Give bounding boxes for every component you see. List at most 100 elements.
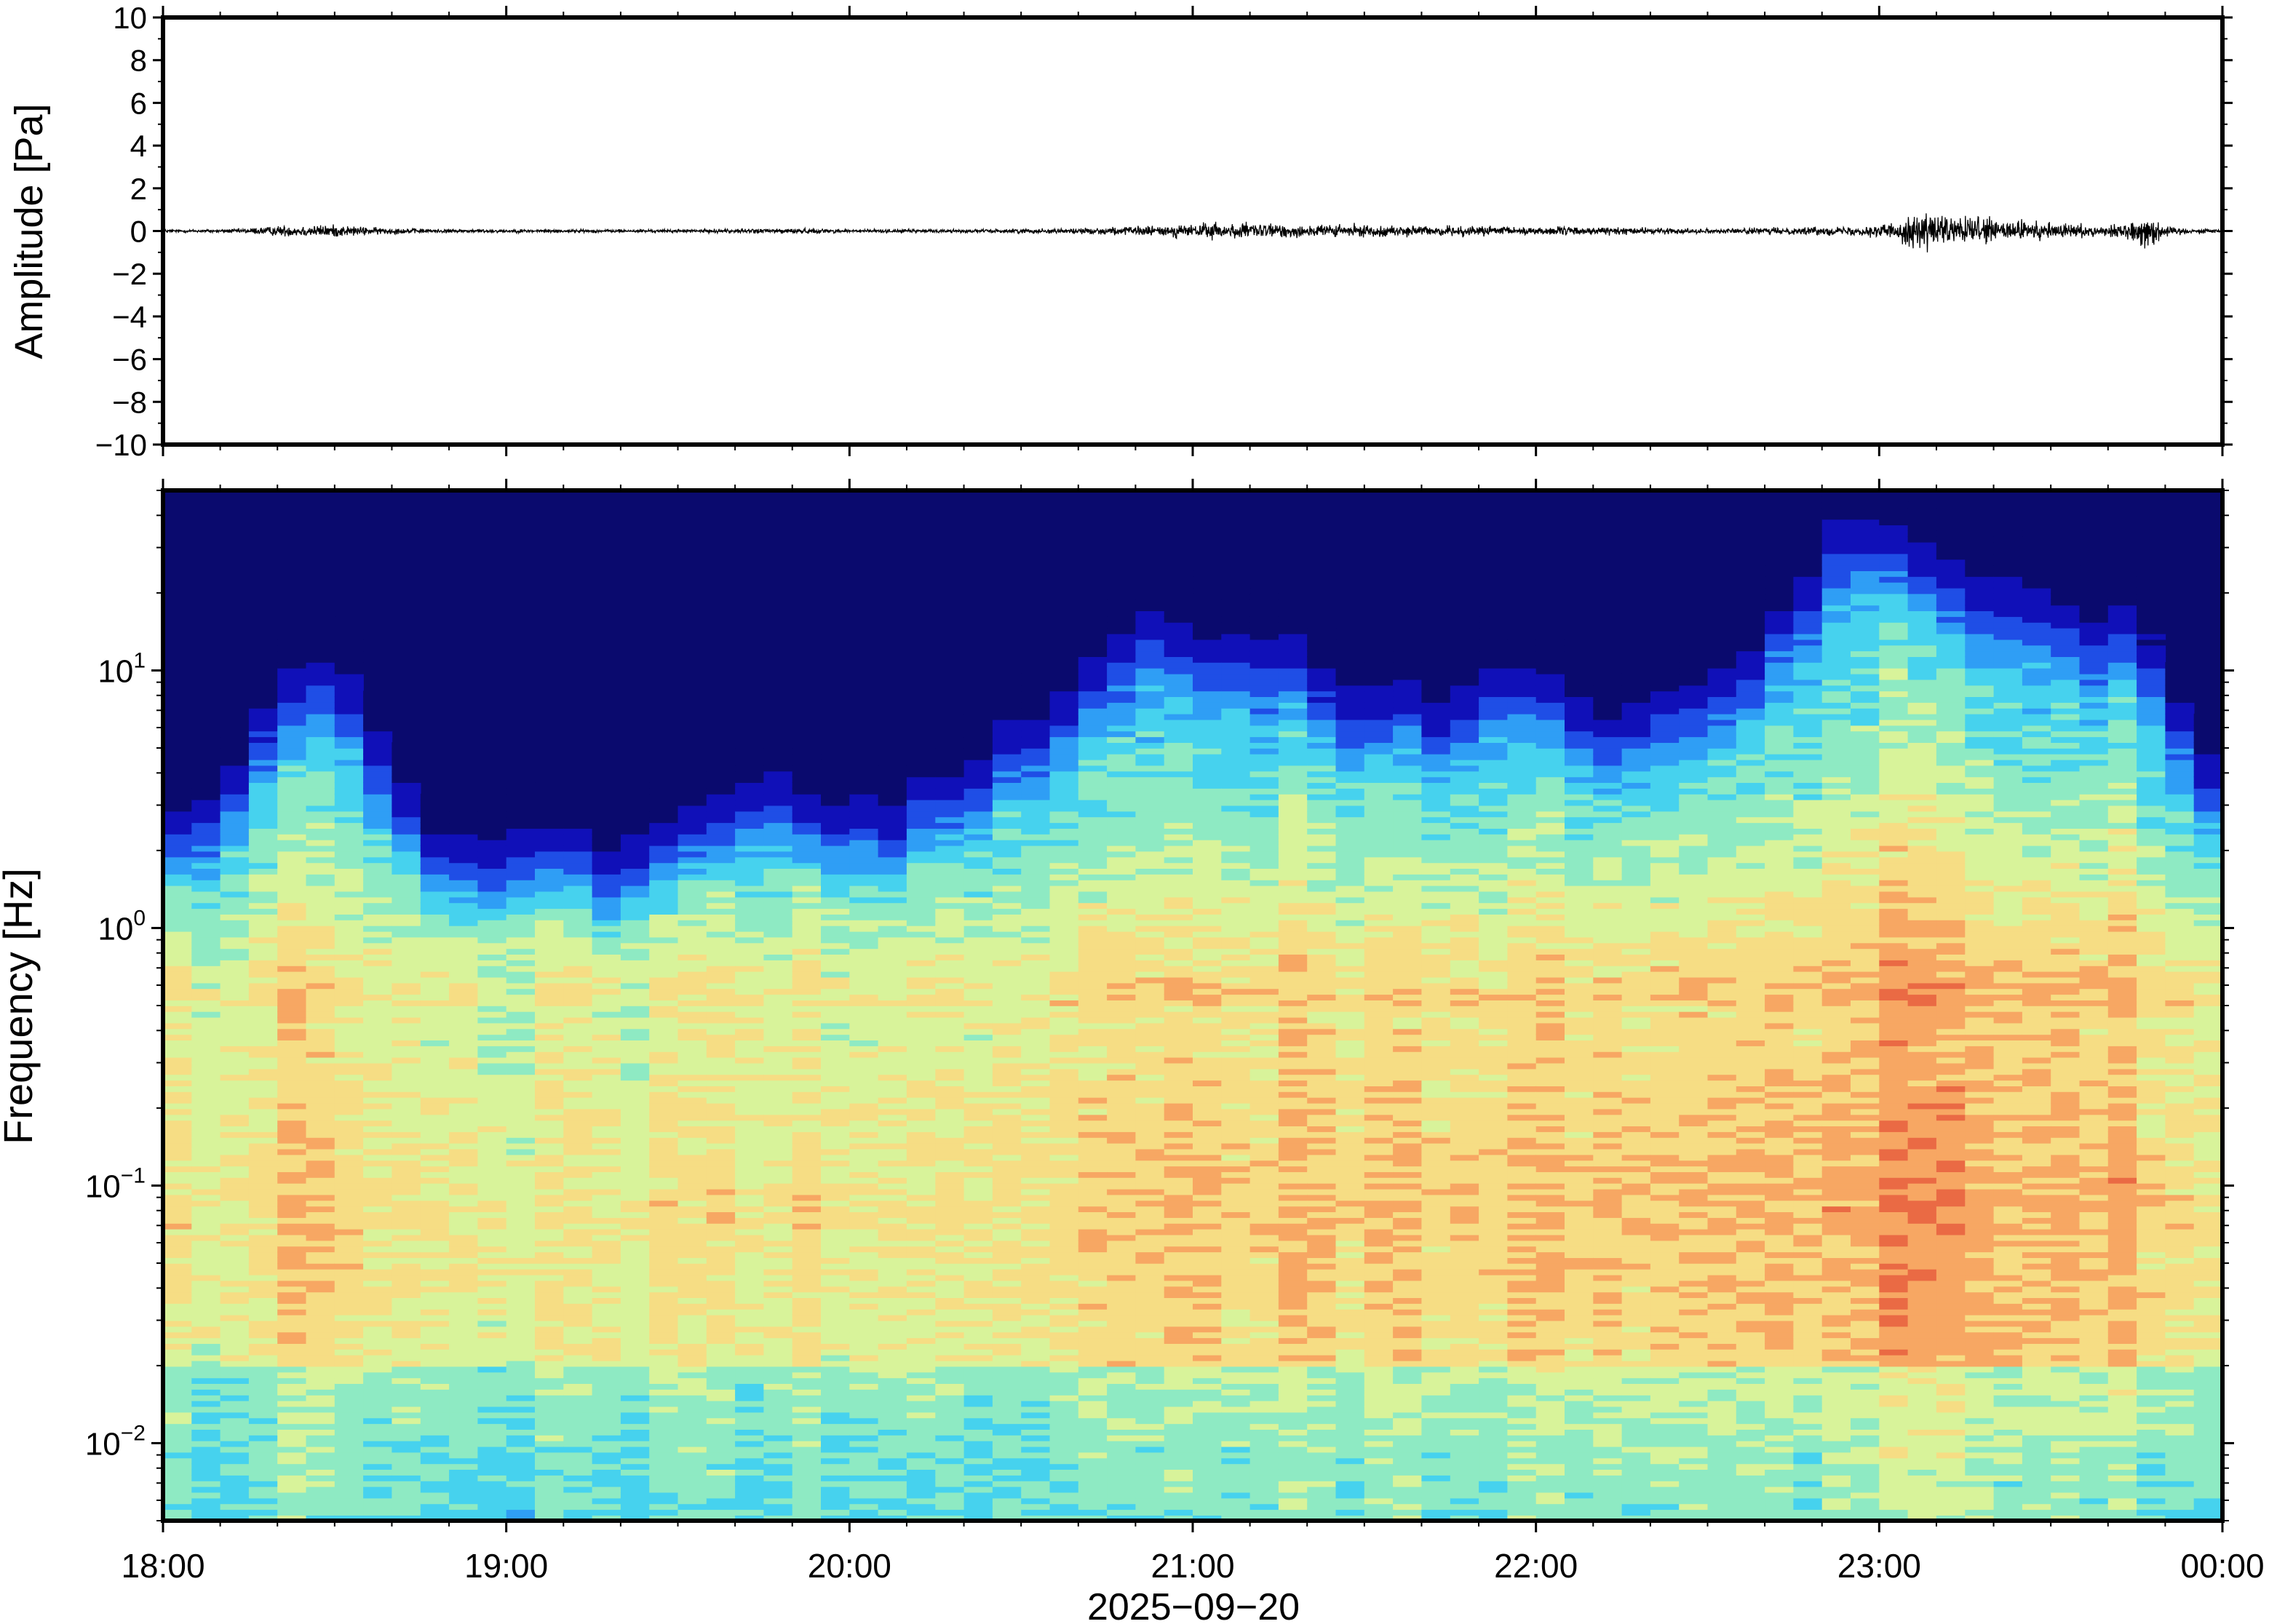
spectrogram-cell bbox=[363, 1475, 393, 1481]
spectrogram-cell bbox=[563, 920, 593, 926]
spectrogram-cell bbox=[163, 834, 193, 840]
spectrogram-cell bbox=[792, 753, 822, 760]
spectrogram-cell bbox=[506, 982, 536, 990]
spectrogram-cell bbox=[620, 1062, 650, 1070]
spectrogram-cell bbox=[849, 1182, 879, 1190]
spectrogram-cell bbox=[992, 902, 1022, 909]
spectrogram-cell bbox=[220, 1188, 250, 1195]
spectrogram-cell bbox=[248, 1251, 278, 1258]
spectrogram-cell bbox=[592, 1446, 621, 1453]
spectrogram-cell bbox=[821, 845, 851, 852]
spectrogram-cell bbox=[477, 1137, 507, 1144]
spectrogram-cell bbox=[792, 1056, 822, 1064]
spectrogram-cell bbox=[992, 914, 1022, 920]
spectrogram-cell bbox=[306, 896, 335, 904]
spectrogram-cell bbox=[1135, 673, 1165, 680]
spectrogram-cell bbox=[821, 1016, 851, 1024]
spectrogram-cell bbox=[706, 1137, 736, 1144]
spectrogram-cell bbox=[992, 839, 1022, 846]
spectrogram-cell bbox=[477, 851, 507, 858]
spectrogram-cell bbox=[735, 1137, 765, 1144]
spectrogram-cell bbox=[706, 1280, 736, 1287]
spectrogram-cell bbox=[506, 1148, 536, 1155]
spectrogram-cell bbox=[1049, 1509, 1079, 1516]
spectrogram-cell bbox=[392, 1274, 421, 1281]
spectrogram-cell bbox=[763, 1080, 793, 1086]
spectrogram-cell bbox=[248, 713, 278, 720]
spectrogram-cell bbox=[992, 1503, 1022, 1510]
spectrogram-cell bbox=[963, 845, 993, 852]
spectrogram-cell bbox=[563, 851, 593, 858]
spectrogram-cell bbox=[1049, 834, 1079, 840]
spectrogram-cell bbox=[506, 1332, 536, 1339]
spectrogram-cell bbox=[592, 1417, 621, 1425]
spectrogram-cell bbox=[392, 885, 421, 892]
spectrogram-cell bbox=[1107, 1469, 1137, 1476]
spectrogram-cell bbox=[735, 1469, 765, 1476]
spectrogram-cell bbox=[935, 1040, 965, 1046]
spectrogram-cell bbox=[163, 811, 193, 818]
spectrogram-cell bbox=[306, 1469, 335, 1476]
spectrogram-cell bbox=[1107, 725, 1137, 732]
spectrogram-cell bbox=[420, 1423, 450, 1430]
spectrogram-cell bbox=[392, 1114, 421, 1121]
spectrogram-cell bbox=[592, 1452, 621, 1459]
spectrogram-cell bbox=[878, 948, 907, 955]
spectrogram-cell bbox=[306, 748, 335, 755]
spectrogram-cell bbox=[592, 1011, 621, 1018]
spectrogram-cell bbox=[992, 856, 1022, 864]
spectrogram-cell bbox=[821, 868, 851, 875]
spectrogram-cell bbox=[821, 1034, 851, 1040]
spectrogram-cell bbox=[363, 982, 393, 990]
spectrogram-cell bbox=[992, 1096, 1022, 1104]
spectrogram-cell bbox=[649, 1228, 679, 1235]
spectrogram-cell bbox=[506, 805, 536, 812]
spectrogram-cell bbox=[992, 1354, 1022, 1361]
spectrogram-cell bbox=[649, 845, 679, 852]
spectrogram-cell bbox=[363, 834, 393, 840]
spectrogram-cell bbox=[449, 1091, 479, 1098]
spectrogram-cell bbox=[191, 1160, 221, 1167]
spectrogram-cell bbox=[1078, 816, 1108, 824]
spectrogram-cell bbox=[392, 1515, 421, 1521]
spectrogram-cell bbox=[163, 1349, 193, 1356]
spectrogram-cell bbox=[706, 1074, 736, 1081]
spectrogram-cell bbox=[477, 1171, 507, 1178]
spectrogram-cell bbox=[706, 1154, 736, 1161]
spectrogram-cell bbox=[363, 1068, 393, 1075]
spectrogram-cell bbox=[477, 1515, 507, 1521]
spectrogram-cell bbox=[306, 1286, 335, 1293]
spectrogram-cell bbox=[420, 1006, 450, 1012]
spectrogram-cell bbox=[620, 1463, 650, 1470]
spectrogram-cell bbox=[821, 1217, 851, 1224]
spectrogram-cell bbox=[763, 1492, 793, 1499]
spectrogram-cell bbox=[677, 1463, 707, 1470]
spectrogram-cell bbox=[248, 1200, 278, 1207]
spectrogram-cell bbox=[592, 1222, 621, 1230]
spectrogram-cell bbox=[992, 1463, 1022, 1470]
spectrogram-cell bbox=[392, 1475, 421, 1481]
spectrogram-cell bbox=[849, 1417, 879, 1425]
spectrogram-cell bbox=[191, 1297, 221, 1304]
spectrogram-cell bbox=[248, 1263, 278, 1270]
spectrogram-cell bbox=[592, 1383, 621, 1390]
spectrogram-cell bbox=[248, 1074, 278, 1081]
spectrogram-cell bbox=[191, 1332, 221, 1339]
spectrogram-cell bbox=[1021, 702, 1051, 709]
spectrogram-cell bbox=[763, 1297, 793, 1304]
spectrogram-cell bbox=[163, 1360, 193, 1367]
spectrogram-cell bbox=[935, 1011, 965, 1018]
spectrogram-cell bbox=[878, 994, 907, 1000]
spectrogram-cell bbox=[163, 845, 193, 852]
spectrogram-cell bbox=[506, 1308, 536, 1315]
spectrogram-cell bbox=[420, 1383, 450, 1390]
spectrogram-cell bbox=[306, 1028, 335, 1035]
spectrogram-cell bbox=[821, 1475, 851, 1481]
spectrogram-cell bbox=[363, 965, 393, 972]
spectrogram-cell bbox=[1021, 856, 1051, 864]
spectrogram-cell bbox=[592, 1492, 621, 1499]
spectrogram-cell bbox=[992, 1429, 1022, 1436]
spectrogram-cell bbox=[248, 931, 278, 938]
spectrogram-cell bbox=[277, 1497, 307, 1505]
spectrogram-cell bbox=[535, 1257, 565, 1264]
